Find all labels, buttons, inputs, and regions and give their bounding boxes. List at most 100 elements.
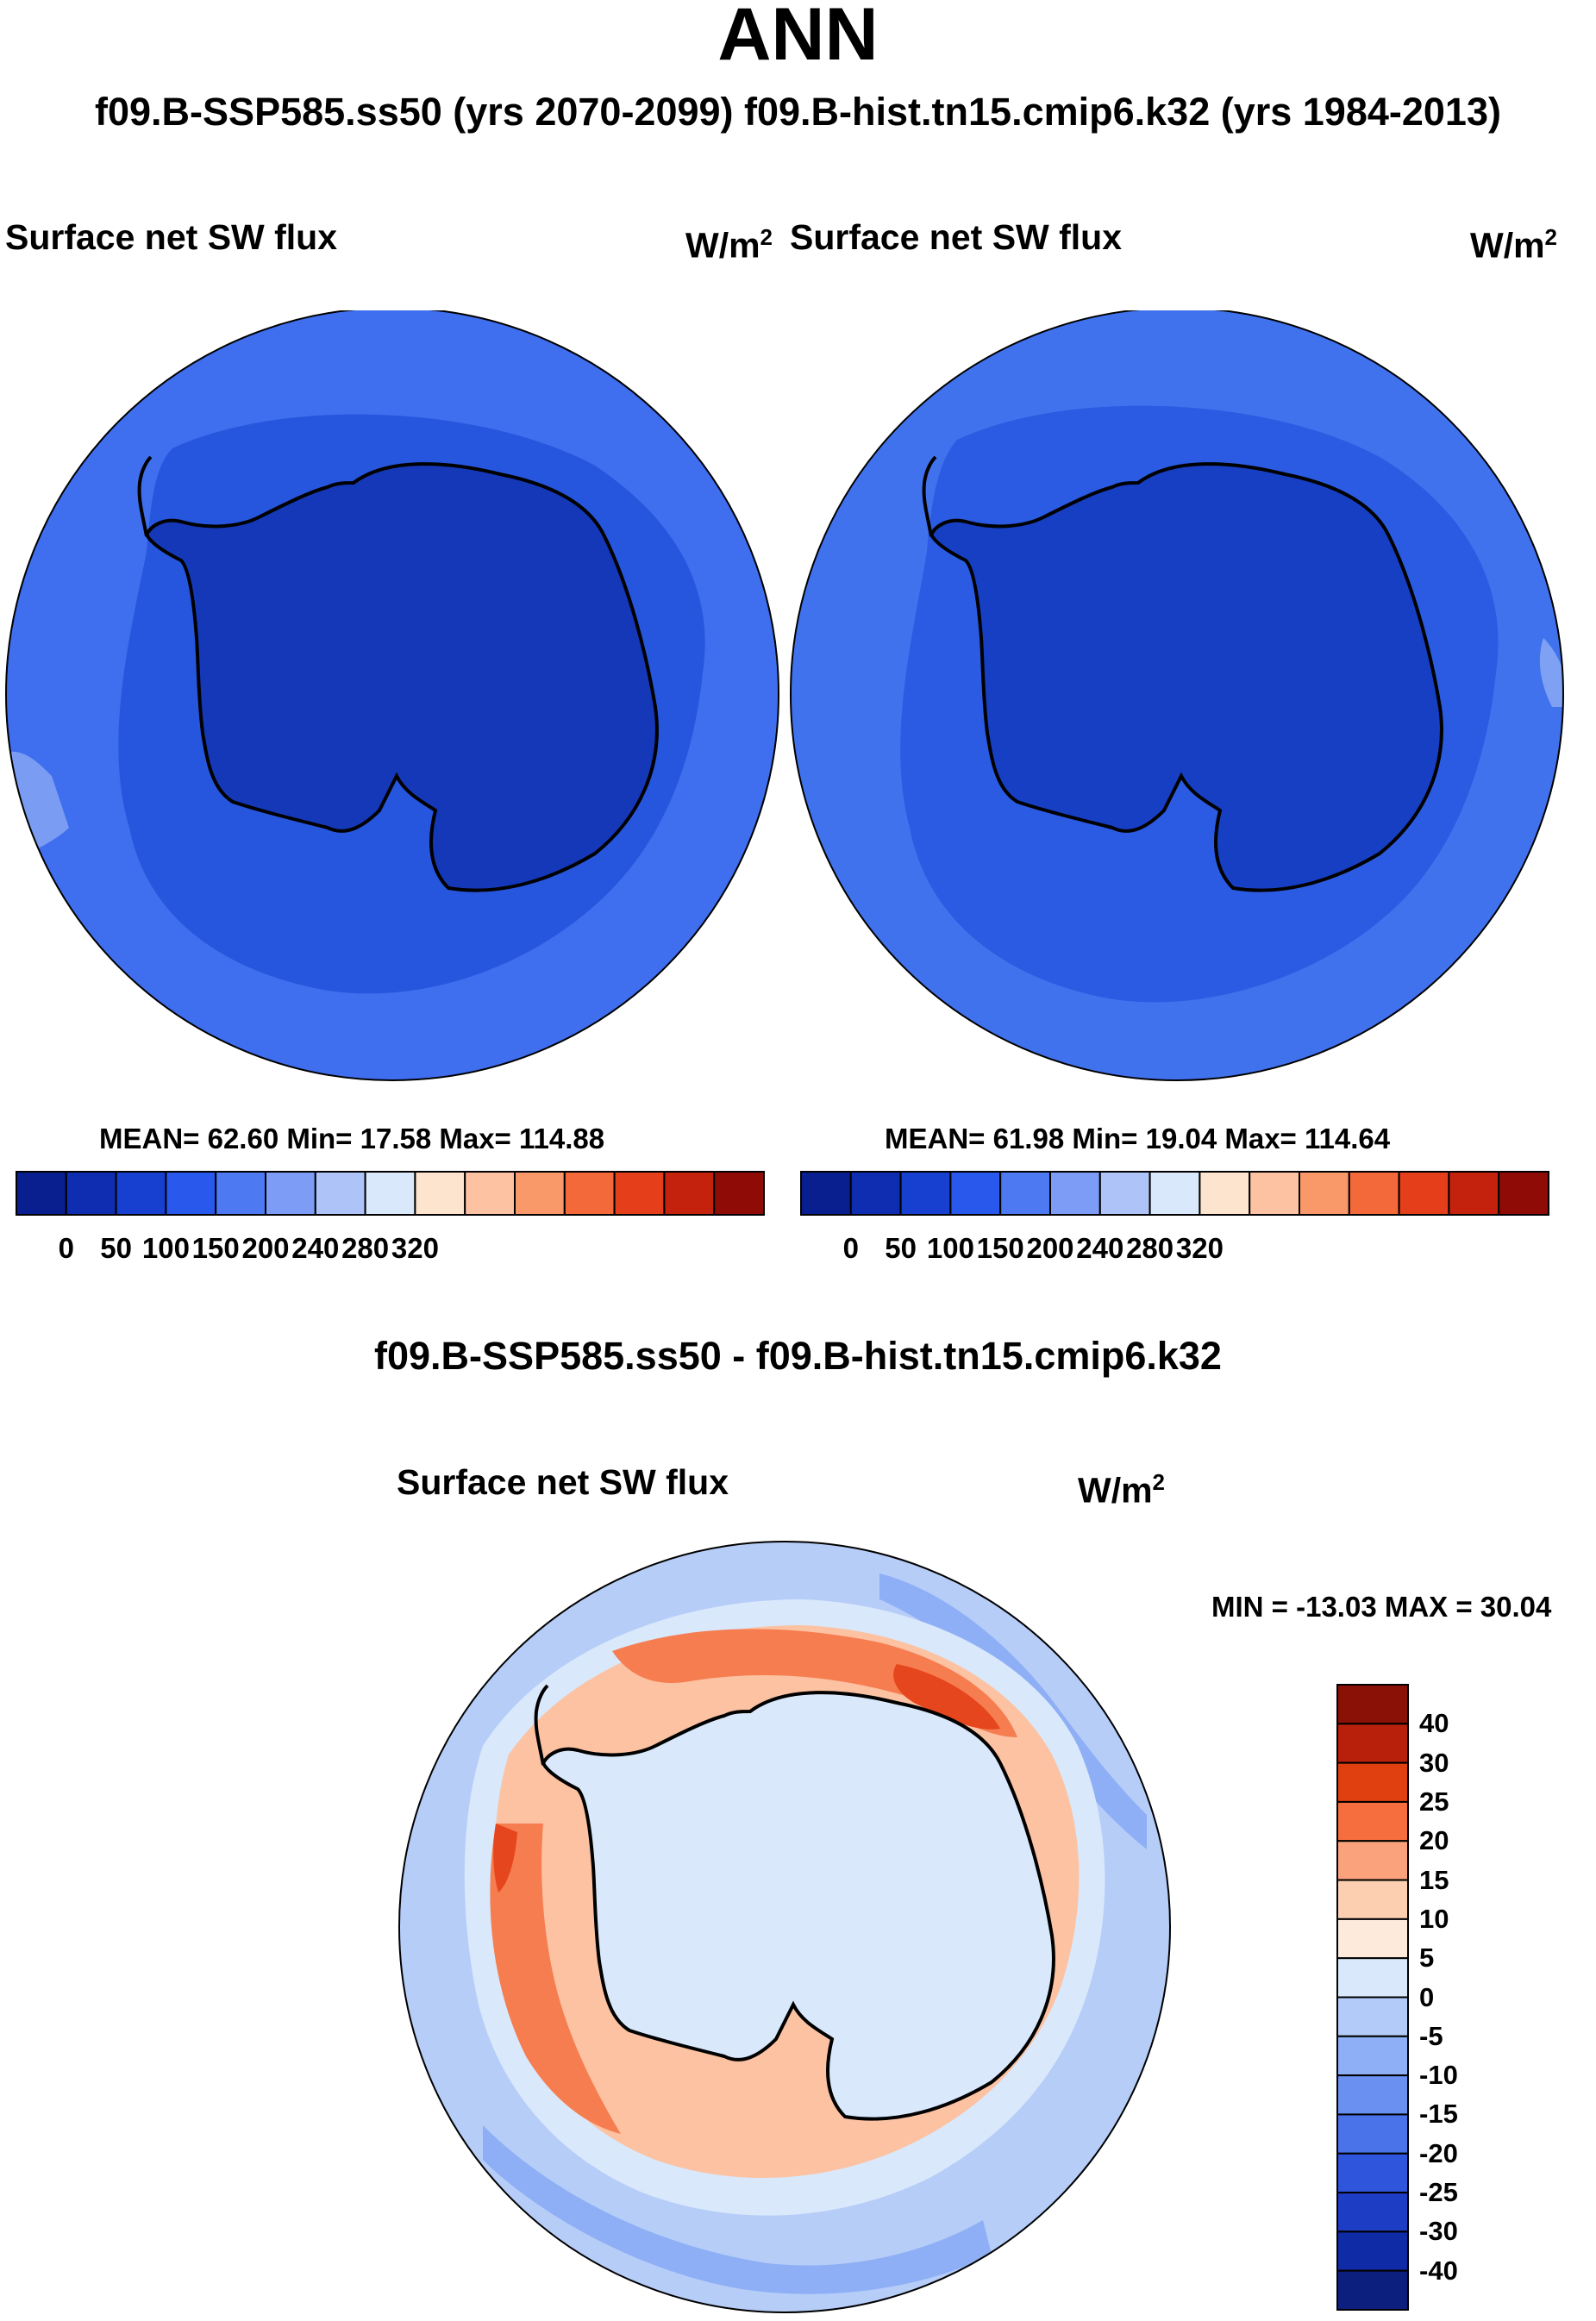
panel3-colorbar-box-4	[1336, 1840, 1409, 1881]
panel2-units: W/m2	[1470, 224, 1558, 266]
panel1-colorbar-box-11	[563, 1171, 616, 1216]
difference-title: f09.B-SSP585.ss50 - f09.B-hist.tn15.cmip…	[374, 1334, 1222, 1378]
panel3-colorbar-box-0	[1336, 1684, 1409, 1725]
panel1-units: W/m2	[685, 224, 773, 266]
panel3-colorbar-box-12	[1336, 2152, 1409, 2194]
panel3-colorbar-box-3	[1336, 1800, 1409, 1842]
panel2-colorbar-box-3	[949, 1171, 1002, 1216]
panel2-colorbar-box-14	[1498, 1171, 1549, 1216]
panel2-highlight-right	[1539, 638, 1563, 707]
panel2-colorbar-box-9	[1249, 1171, 1301, 1216]
panel1-colorbar-box-8	[414, 1171, 466, 1216]
panel3-peak	[893, 1664, 1000, 1730]
panel3-colorbar-tick: 10	[1419, 1903, 1449, 1934]
panel1-map-border	[5, 310, 779, 1081]
panel1-colorbar-box-13	[663, 1171, 716, 1216]
panel3-colorbar-tick: -15	[1419, 2099, 1458, 2130]
panel3-colorbar-box-13	[1336, 2192, 1409, 2233]
panel2-colorbar-tick: 50	[885, 1232, 917, 1264]
panel3-colorbar-tick: -5	[1419, 2020, 1443, 2051]
panel3-colorbar-box-11	[1336, 2113, 1409, 2155]
panel1-colorbar-tick: 100	[141, 1232, 190, 1264]
panel1-colorbar-box-3	[165, 1171, 217, 1216]
panel2-colorbar-tick: 320	[1175, 1232, 1224, 1264]
panel1-colorbar-tick: 280	[341, 1232, 390, 1264]
panel1-colorbar-tick: 150	[191, 1232, 240, 1264]
panel1-peninsula	[137, 455, 153, 537]
panel2-colorbar-box-2	[899, 1171, 952, 1216]
panel2-variable: Surface net SW flux	[790, 217, 1123, 257]
panel3-colorbar-box-14	[1336, 2230, 1409, 2272]
panel2-colorbar-tick: 0	[842, 1232, 859, 1264]
panel1-colorbar-tick: 320	[391, 1232, 439, 1264]
panel1-colorbar-box-9	[464, 1171, 516, 1216]
panel3-colorbar-box-2	[1336, 1761, 1409, 1803]
panel1-continent	[144, 462, 659, 892]
panel2-colorbar-box-4	[999, 1171, 1051, 1216]
panel3-colorbar-tick: 20	[1419, 1825, 1449, 1856]
panel1-colorbar-tick: 50	[100, 1232, 132, 1264]
panel3-colorbar-box-9	[1336, 2035, 1409, 2077]
panel3-peninsula	[534, 1684, 549, 1766]
panel3-stats: MIN = -13.03 MAX = 30.04	[1211, 1591, 1552, 1623]
panel2-colorbar-tick: 100	[926, 1232, 974, 1264]
panel3-colorbar-tick: 25	[1419, 1786, 1449, 1817]
panel3-colorbar-box-10	[1336, 2074, 1409, 2116]
panel3-map	[398, 1541, 1171, 2313]
panel3-colorbar-tick: 40	[1419, 1708, 1449, 1739]
panel3-units: W/m2	[1078, 1469, 1166, 1511]
panel3-colorbar-tick: -40	[1419, 2255, 1458, 2286]
panel2-colorbar-box-1	[849, 1171, 902, 1216]
panel3-colorbar-tick: -20	[1419, 2137, 1458, 2168]
panel2-colorbar-tick: 280	[1126, 1232, 1174, 1264]
panel2-continent	[929, 462, 1443, 892]
panel2-colorbar-box-10	[1299, 1171, 1350, 1216]
panel3-colorbar-tick: -10	[1419, 2060, 1458, 2091]
panel3-colorbar-box-5	[1336, 1879, 1409, 1920]
panel3-strong-ring-left	[490, 1824, 621, 2134]
panel2-colorbar-box-8	[1199, 1171, 1251, 1216]
panel1-variable: Surface net SW flux	[5, 217, 338, 257]
panel3-continent	[541, 1691, 1055, 2121]
panel3-colorbar-tick: 0	[1419, 1981, 1435, 2012]
panel2-stats: MEAN= 61.98 Min= 19.04 Max= 114.64	[885, 1123, 1391, 1154]
panel2-colorbar-tick: 240	[1076, 1232, 1124, 1264]
panel3-colorbar-tick: -25	[1419, 2177, 1458, 2208]
panel1-stats: MEAN= 62.60 Min= 17.58 Max= 114.88	[99, 1123, 605, 1154]
panel3-map-border	[398, 1541, 1171, 2313]
panel1-colorbar-tick: 200	[241, 1232, 290, 1264]
panel2-colorbar-tick: 150	[976, 1232, 1024, 1264]
panel2-colorbar-box-7	[1148, 1171, 1201, 1216]
panel1-colorbar-box-6	[314, 1171, 366, 1216]
panel3-colorbar-tick: -30	[1419, 2216, 1458, 2247]
panel1-colorbar-box-2	[115, 1171, 167, 1216]
panel2-colorbar-box-12	[1398, 1171, 1450, 1216]
figure-subtitle: f09.B-SSP585.ss50 (yrs 2070-2099) f09.B-…	[95, 90, 1501, 134]
panel3-colorbar-box-8	[1336, 1996, 1409, 2037]
main-title: ANN	[717, 0, 879, 76]
panel1-colorbar-box-5	[265, 1171, 316, 1216]
panel3-colorbar	[1336, 1684, 1409, 2311]
panel3-colorbar-box-6	[1336, 1917, 1409, 1960]
panel1-map	[5, 310, 779, 1081]
panel2-colorbar-box-11	[1348, 1171, 1400, 1216]
panel3-blue-streak-bottom	[483, 2125, 992, 2294]
panel2-colorbar	[800, 1171, 1549, 1216]
panel2-colorbar-box-13	[1448, 1171, 1500, 1216]
panel2-map-border	[790, 310, 1564, 1081]
panel1-colorbar-box-14	[713, 1171, 765, 1216]
panel3-colorbar-box-15	[1336, 2269, 1409, 2311]
panel1-colorbar-box-1	[65, 1171, 117, 1216]
panel3-colorbar-tick: 5	[1419, 1943, 1435, 1974]
panel3-colorbar-box-7	[1336, 1957, 1409, 1999]
panel3-colorbar-box-1	[1336, 1723, 1409, 1764]
panel1-colorbar-box-12	[613, 1171, 666, 1216]
panel1-colorbar-box-10	[514, 1171, 566, 1216]
panel2-colorbar-tick: 200	[1026, 1232, 1074, 1264]
panel2-peninsula	[922, 455, 937, 537]
panel1-colorbar-box-4	[215, 1171, 266, 1216]
panel1-colorbar-box-0	[16, 1171, 67, 1216]
panel2-colorbar-box-6	[1098, 1171, 1151, 1216]
panel3-peak-left	[493, 1824, 517, 1892]
panel3-colorbar-tick: 30	[1419, 1747, 1449, 1778]
